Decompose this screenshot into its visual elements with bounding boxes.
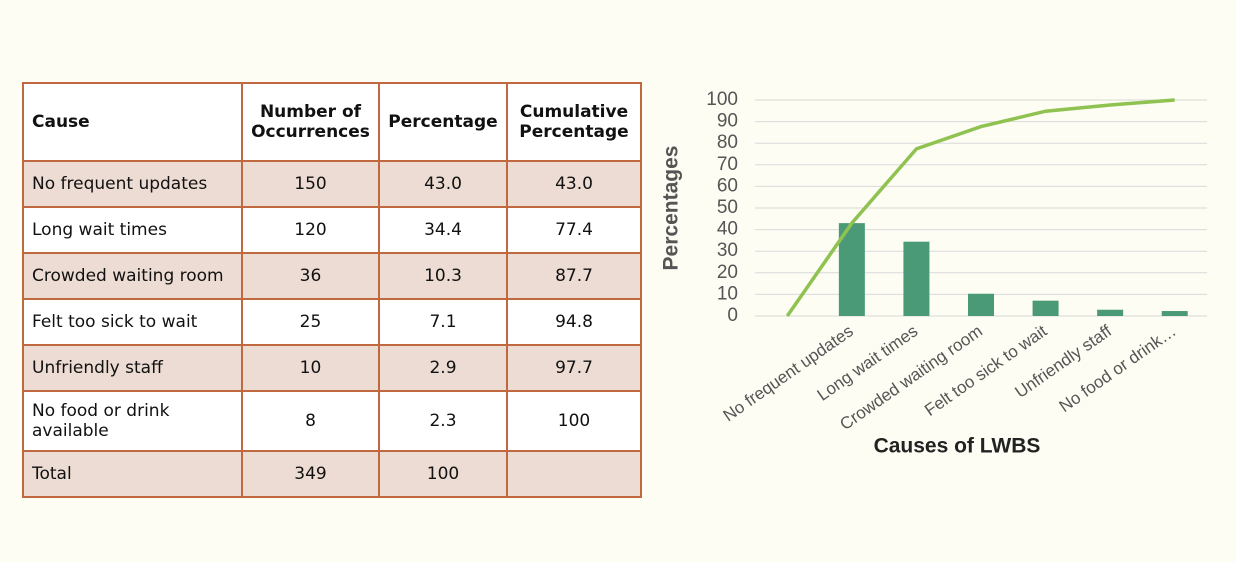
table-cell: Crowded waiting room bbox=[22, 252, 243, 300]
table-cell: 43.0 bbox=[378, 160, 508, 208]
table-row: No frequent updates 150 43.0 43.0 bbox=[22, 160, 642, 208]
y-tick-label: 20 bbox=[717, 262, 738, 283]
table-cell: 87.7 bbox=[506, 252, 642, 300]
table-cell: 120 bbox=[241, 206, 380, 254]
table-cell: Unfriendly staff bbox=[22, 344, 243, 392]
table-row: Felt too sick to wait 25 7.1 94.8 bbox=[22, 298, 642, 346]
table-cell bbox=[506, 450, 642, 498]
bar bbox=[968, 293, 994, 316]
table-cell: 7.1 bbox=[378, 298, 508, 346]
table-cell: 2.9 bbox=[378, 344, 508, 392]
y-axis-title: Percentages bbox=[660, 146, 683, 271]
y-tick-label: 80 bbox=[717, 132, 738, 153]
cause-table: Cause Number of Occurrences Percentage C… bbox=[22, 82, 642, 498]
table-row: Unfriendly staff 10 2.9 97.7 bbox=[22, 344, 642, 392]
table-row: Long wait times 120 34.4 77.4 bbox=[22, 206, 642, 254]
y-tick-label: 100 bbox=[706, 89, 738, 110]
table-cell: No frequent updates bbox=[22, 160, 243, 208]
x-tick-label: No food or drink… bbox=[1056, 321, 1180, 416]
bar bbox=[1032, 300, 1059, 316]
table-cell: No food or drink available bbox=[22, 390, 243, 452]
y-tick-label: 90 bbox=[717, 111, 738, 132]
table-cell: 43.0 bbox=[506, 160, 642, 208]
y-tick-label: 60 bbox=[717, 175, 738, 196]
table-cell: 97.7 bbox=[506, 344, 642, 392]
table-cell: Long wait times bbox=[22, 206, 243, 254]
bar bbox=[1097, 309, 1124, 316]
header-cell: Percentage bbox=[378, 82, 508, 162]
table-cell: 100 bbox=[506, 390, 642, 452]
table-cell: 150 bbox=[241, 160, 380, 208]
y-tick-label: 50 bbox=[717, 197, 738, 218]
table-cell: 25 bbox=[241, 298, 380, 346]
header-cell: Cumulative Percentage bbox=[506, 82, 642, 162]
table-cell: 77.4 bbox=[506, 206, 642, 254]
y-tick-label: 30 bbox=[717, 240, 738, 261]
table-cell: 2.3 bbox=[378, 390, 508, 452]
y-tick-label: 10 bbox=[717, 283, 738, 304]
bar bbox=[1161, 311, 1188, 316]
table-cell: 10 bbox=[241, 344, 380, 392]
bar bbox=[903, 241, 930, 316]
x-axis-title: Causes of LWBS bbox=[874, 435, 1041, 458]
table-cell: 34.4 bbox=[378, 206, 508, 254]
table-cell: Total bbox=[22, 450, 243, 498]
table-row: Total 349 100 bbox=[22, 450, 642, 498]
table-cell: 349 bbox=[241, 450, 380, 498]
table-cell: 36 bbox=[241, 252, 380, 300]
y-tick-label: 40 bbox=[717, 219, 738, 240]
y-tick-label: 70 bbox=[717, 154, 738, 175]
header-cell: Cause bbox=[22, 82, 243, 162]
table-cell: Felt too sick to wait bbox=[22, 298, 243, 346]
table-cell: 100 bbox=[378, 450, 508, 498]
table-cell: 8 bbox=[241, 390, 380, 452]
table-cell: 10.3 bbox=[378, 252, 508, 300]
table-cell: 94.8 bbox=[506, 298, 642, 346]
y-tick-label: 0 bbox=[727, 305, 738, 326]
table-row: Crowded waiting room 36 10.3 87.7 bbox=[22, 252, 642, 300]
cumulative-line bbox=[785, 98, 1175, 317]
header-cell: Number of Occurrences bbox=[241, 82, 380, 162]
table-row: No food or drink available 8 2.3 100 bbox=[22, 390, 642, 452]
x-tick-label: Felt too sick to wait bbox=[921, 321, 1051, 420]
header-row: Cause Number of Occurrences Percentage C… bbox=[22, 82, 642, 162]
